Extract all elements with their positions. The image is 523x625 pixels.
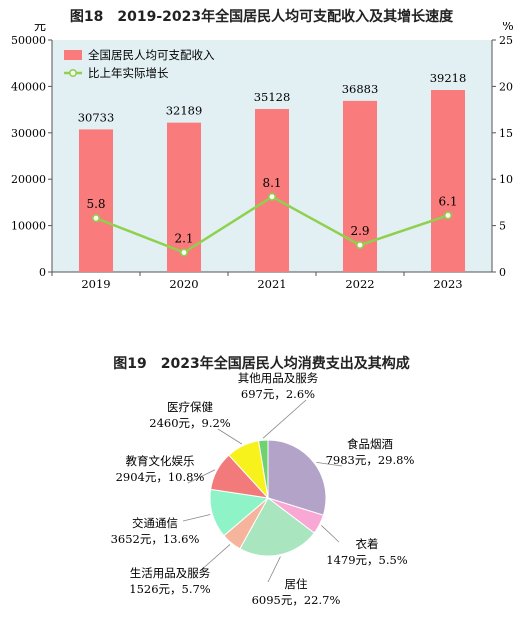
consumption-pie-chart: 食品烟酒 7983元，29.8% 衣着 1479元，5.5% 居住 6095元，22.7%… — [111, 371, 415, 607]
pie-slice — [257, 439, 269, 499]
pie-leader-line — [316, 462, 343, 467]
growth-point — [267, 192, 276, 201]
left-tick-label: 50000 — [11, 34, 46, 47]
income-chart-title: 图18 2019-2023年全国居民人均可支配收入及其增长速度 — [69, 9, 454, 25]
growth-label: 8.1 — [262, 176, 281, 190]
right-tick-label: 0 — [499, 266, 506, 279]
right-tick-label: 20 — [499, 80, 513, 93]
pie-leader-line — [182, 514, 211, 522]
growth-point — [180, 248, 189, 257]
pie-slice-name: 衣着 — [356, 537, 379, 551]
pie-slice — [267, 439, 327, 516]
growth-point — [92, 214, 101, 223]
pie-slice-value: 697元，2.6% — [241, 387, 315, 401]
pie-leader-line — [321, 525, 340, 543]
right-tick-label: 15 — [499, 127, 513, 140]
growth-point — [443, 211, 452, 220]
pie-slice-value: 2460元，9.2% — [149, 416, 231, 430]
left-tick-label: 40000 — [11, 80, 46, 93]
legend-line-label: 比上年实际增长 — [88, 66, 169, 80]
pie-slice-value: 7983元，29.8% — [326, 453, 415, 467]
income-chart: 元 % 0 10000 20000 30000 40000 50000 0 5 10 15 20 25 30… — [11, 22, 514, 291]
pie-leader-line — [267, 556, 281, 583]
pie-slice — [239, 497, 315, 557]
x-tick-label: 2023 — [433, 277, 462, 291]
legend-line-marker — [69, 68, 78, 77]
pie-slice-name: 教育文化娱乐 — [126, 454, 195, 468]
x-tick-label: 2019 — [81, 277, 110, 291]
pie-slice-value: 1526元，5.7% — [129, 582, 211, 596]
x-tick-label: 2021 — [257, 277, 286, 291]
right-tick-label: 25 — [499, 34, 513, 47]
left-tick-label: 20000 — [11, 173, 46, 186]
pie-slice-value: 2904元，10.8% — [116, 470, 205, 484]
pie-slice-value: 3652元，13.6% — [111, 532, 200, 546]
right-axis-unit: % — [502, 22, 513, 33]
legend-bar-label: 全国居民人均可支配收入 — [88, 48, 215, 62]
pie-leader-line — [187, 469, 216, 484]
growth-label: 2.1 — [174, 232, 193, 246]
left-axis-unit: 元 — [34, 22, 46, 33]
pie-slice-value: 6095元，22.7% — [252, 593, 341, 607]
pie-slice-name: 医疗保健 — [167, 400, 213, 414]
left-tick-label: 30000 — [11, 127, 46, 140]
income-bar-label: 36883 — [342, 82, 379, 96]
pie-leader-line — [262, 399, 307, 439]
income-bar — [431, 90, 465, 273]
left-tick-label: 10000 — [11, 220, 46, 233]
pie-slice-name: 食品烟酒 — [347, 437, 393, 451]
income-bar-label: 39218 — [430, 71, 467, 85]
consumption-chart-title: 图19 2023年全国居民人均消费支出及其构成 — [113, 356, 410, 372]
income-bar — [255, 109, 289, 273]
income-bar-label: 35128 — [254, 90, 291, 104]
growth-label: 6.1 — [438, 194, 457, 208]
income-bar — [79, 129, 113, 272]
growth-point — [355, 241, 364, 250]
pie-leader-line — [217, 428, 243, 445]
pie-slice-value: 1479元，5.5% — [326, 553, 408, 567]
left-tick-label: 0 — [39, 266, 46, 279]
x-tick-label: 2022 — [345, 277, 374, 291]
pie-leader-line — [199, 544, 231, 572]
income-bar-label: 32189 — [166, 104, 203, 118]
pie-slice-name: 生活用品及服务 — [130, 566, 211, 580]
right-tick-label: 5 — [499, 220, 506, 233]
pie-slice-name: 居住 — [285, 577, 308, 591]
pie-slice-name: 交通通信 — [132, 516, 178, 530]
right-tick-label: 10 — [499, 173, 513, 186]
growth-label: 5.8 — [86, 197, 105, 211]
income-bar-label: 30733 — [78, 110, 115, 124]
x-tick-label: 2020 — [169, 277, 198, 291]
pie-slice-name: 其他用品及服务 — [238, 371, 319, 385]
legend-bar-swatch — [64, 50, 82, 60]
growth-label: 2.9 — [350, 224, 369, 238]
